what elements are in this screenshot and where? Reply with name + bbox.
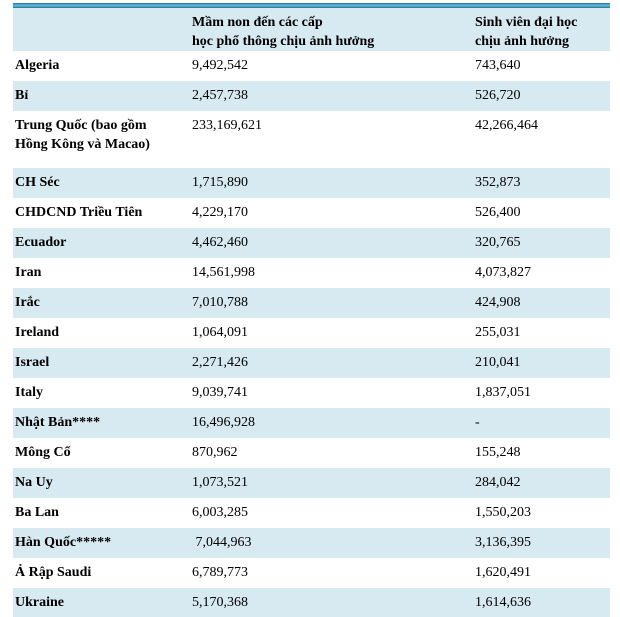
university-value-cell: 1,837,051 xyxy=(475,385,531,400)
university-value-cell: - xyxy=(475,415,480,430)
school-value-cell: 4,462,460 xyxy=(192,235,248,250)
table-row: Nhật Bản**** 16,496,928 - xyxy=(13,408,610,438)
university-value-cell: 526,400 xyxy=(475,205,521,220)
university-value-cell: 1,620,491 xyxy=(475,565,531,580)
table-row: Ireland 1,064,091 255,031 xyxy=(13,318,610,348)
country-cell: Iran xyxy=(15,265,42,280)
table-row: Hàn Quốc***** 7,044,963 3,136,395 xyxy=(13,528,610,558)
country-cell: Hàn Quốc***** xyxy=(15,535,112,550)
table-header-row: Mầm non đến các cấp học phổ thông chịu ả… xyxy=(13,8,610,51)
country-cell: Nhật Bản**** xyxy=(15,415,101,430)
school-value-cell: 9,039,741 xyxy=(192,385,248,400)
university-value-cell: 352,873 xyxy=(475,175,521,190)
university-value-cell: 3,136,395 xyxy=(475,535,531,550)
country-cell: Algeria xyxy=(15,58,60,73)
country-cell: Ecuador xyxy=(15,235,67,250)
school-value-cell: 1,073,521 xyxy=(192,475,248,490)
country-cell: Ba Lan xyxy=(15,505,59,520)
school-value-cell: 6,789,773 xyxy=(192,565,248,580)
school-value-cell: 7,044,963 xyxy=(192,535,252,550)
table-row: Algeria 9,492,542 743,640 xyxy=(13,51,610,81)
university-value-cell: 743,640 xyxy=(475,58,521,73)
country-cell: Mông Cổ xyxy=(15,445,71,460)
country-cell: Israel xyxy=(15,355,50,370)
table-row: Trung Quốc (bao gồm Hồng Kông và Macao) … xyxy=(13,111,610,168)
table-row: CH Séc 1,715,890 352,873 xyxy=(13,168,610,198)
country-cell: Trung Quốc (bao gồm Hồng Kông và Macao) xyxy=(15,118,150,152)
school-value-cell: 14,561,998 xyxy=(192,265,255,280)
table-row: Ukraine 5,170,368 1,614,636 xyxy=(13,588,610,617)
university-value-cell: 155,248 xyxy=(475,445,521,460)
table-row: CHDCND Triều Tiên 4,229,170 526,400 xyxy=(13,198,610,228)
school-value-cell: 870,962 xyxy=(192,445,238,460)
table-row: Italy 9,039,741 1,837,051 xyxy=(13,378,610,408)
university-value-cell: 526,720 xyxy=(475,88,521,103)
table-row: Irắc 7,010,788 424,908 xyxy=(13,288,610,318)
university-value-cell: 424,908 xyxy=(475,295,521,310)
school-value-cell: 7,010,788 xyxy=(192,295,248,310)
column-header-country xyxy=(13,8,192,51)
country-cell: Italy xyxy=(15,385,43,400)
school-value-cell: 233,169,621 xyxy=(192,118,262,133)
school-value-cell: 9,492,542 xyxy=(192,58,248,73)
table-row: Bỉ 2,457,738 526,720 xyxy=(13,81,610,111)
column-header-school: Mầm non đến các cấp học phổ thông chịu ả… xyxy=(192,15,375,49)
school-value-cell: 2,457,738 xyxy=(192,88,248,103)
table-row: Na Uy 1,073,521 284,042 xyxy=(13,468,610,498)
country-cell: Ukraine xyxy=(15,595,64,610)
university-value-cell: 42,266,464 xyxy=(475,118,538,133)
school-value-cell: 1,064,091 xyxy=(192,325,248,340)
affected-students-table: Mầm non đến các cấp học phổ thông chịu ả… xyxy=(13,3,610,617)
table-row: Israel 2,271,426 210,041 xyxy=(13,348,610,378)
country-cell: Irắc xyxy=(15,295,40,310)
university-value-cell: 320,765 xyxy=(475,235,521,250)
university-value-cell: 255,031 xyxy=(475,325,521,340)
school-value-cell: 2,271,426 xyxy=(192,355,248,370)
table-top-border xyxy=(13,3,610,8)
table-body: Algeria 9,492,542 743,640 Bỉ 2,457,738 5… xyxy=(13,51,610,617)
country-cell: Na Uy xyxy=(15,475,53,490)
country-cell: CH Séc xyxy=(15,175,60,190)
table-row: Iran 14,561,998 4,073,827 xyxy=(13,258,610,288)
school-value-cell: 1,715,890 xyxy=(192,175,248,190)
country-cell: CHDCND Triều Tiên xyxy=(15,205,143,220)
school-value-cell: 5,170,368 xyxy=(192,595,248,610)
country-cell: Ireland xyxy=(15,325,60,340)
table-row: Ba Lan 6,003,285 1,550,203 xyxy=(13,498,610,528)
school-value-cell: 4,229,170 xyxy=(192,205,248,220)
column-header-university: Sinh viên đại học chịu ảnh hưởng xyxy=(475,15,578,49)
table-row: Ecuador 4,462,460 320,765 xyxy=(13,228,610,258)
university-value-cell: 210,041 xyxy=(475,355,521,370)
school-value-cell: 16,496,928 xyxy=(192,415,255,430)
university-value-cell: 1,614,636 xyxy=(475,595,531,610)
table-row: Ả Rập Saudi 6,789,773 1,620,491 xyxy=(13,558,610,588)
school-value-cell: 6,003,285 xyxy=(192,505,248,520)
university-value-cell: 284,042 xyxy=(475,475,521,490)
country-cell: Bỉ xyxy=(15,88,29,103)
university-value-cell: 1,550,203 xyxy=(475,505,531,520)
table-row: Mông Cổ 870,962 155,248 xyxy=(13,438,610,468)
country-cell: Ả Rập Saudi xyxy=(15,565,92,580)
university-value-cell: 4,073,827 xyxy=(475,265,531,280)
